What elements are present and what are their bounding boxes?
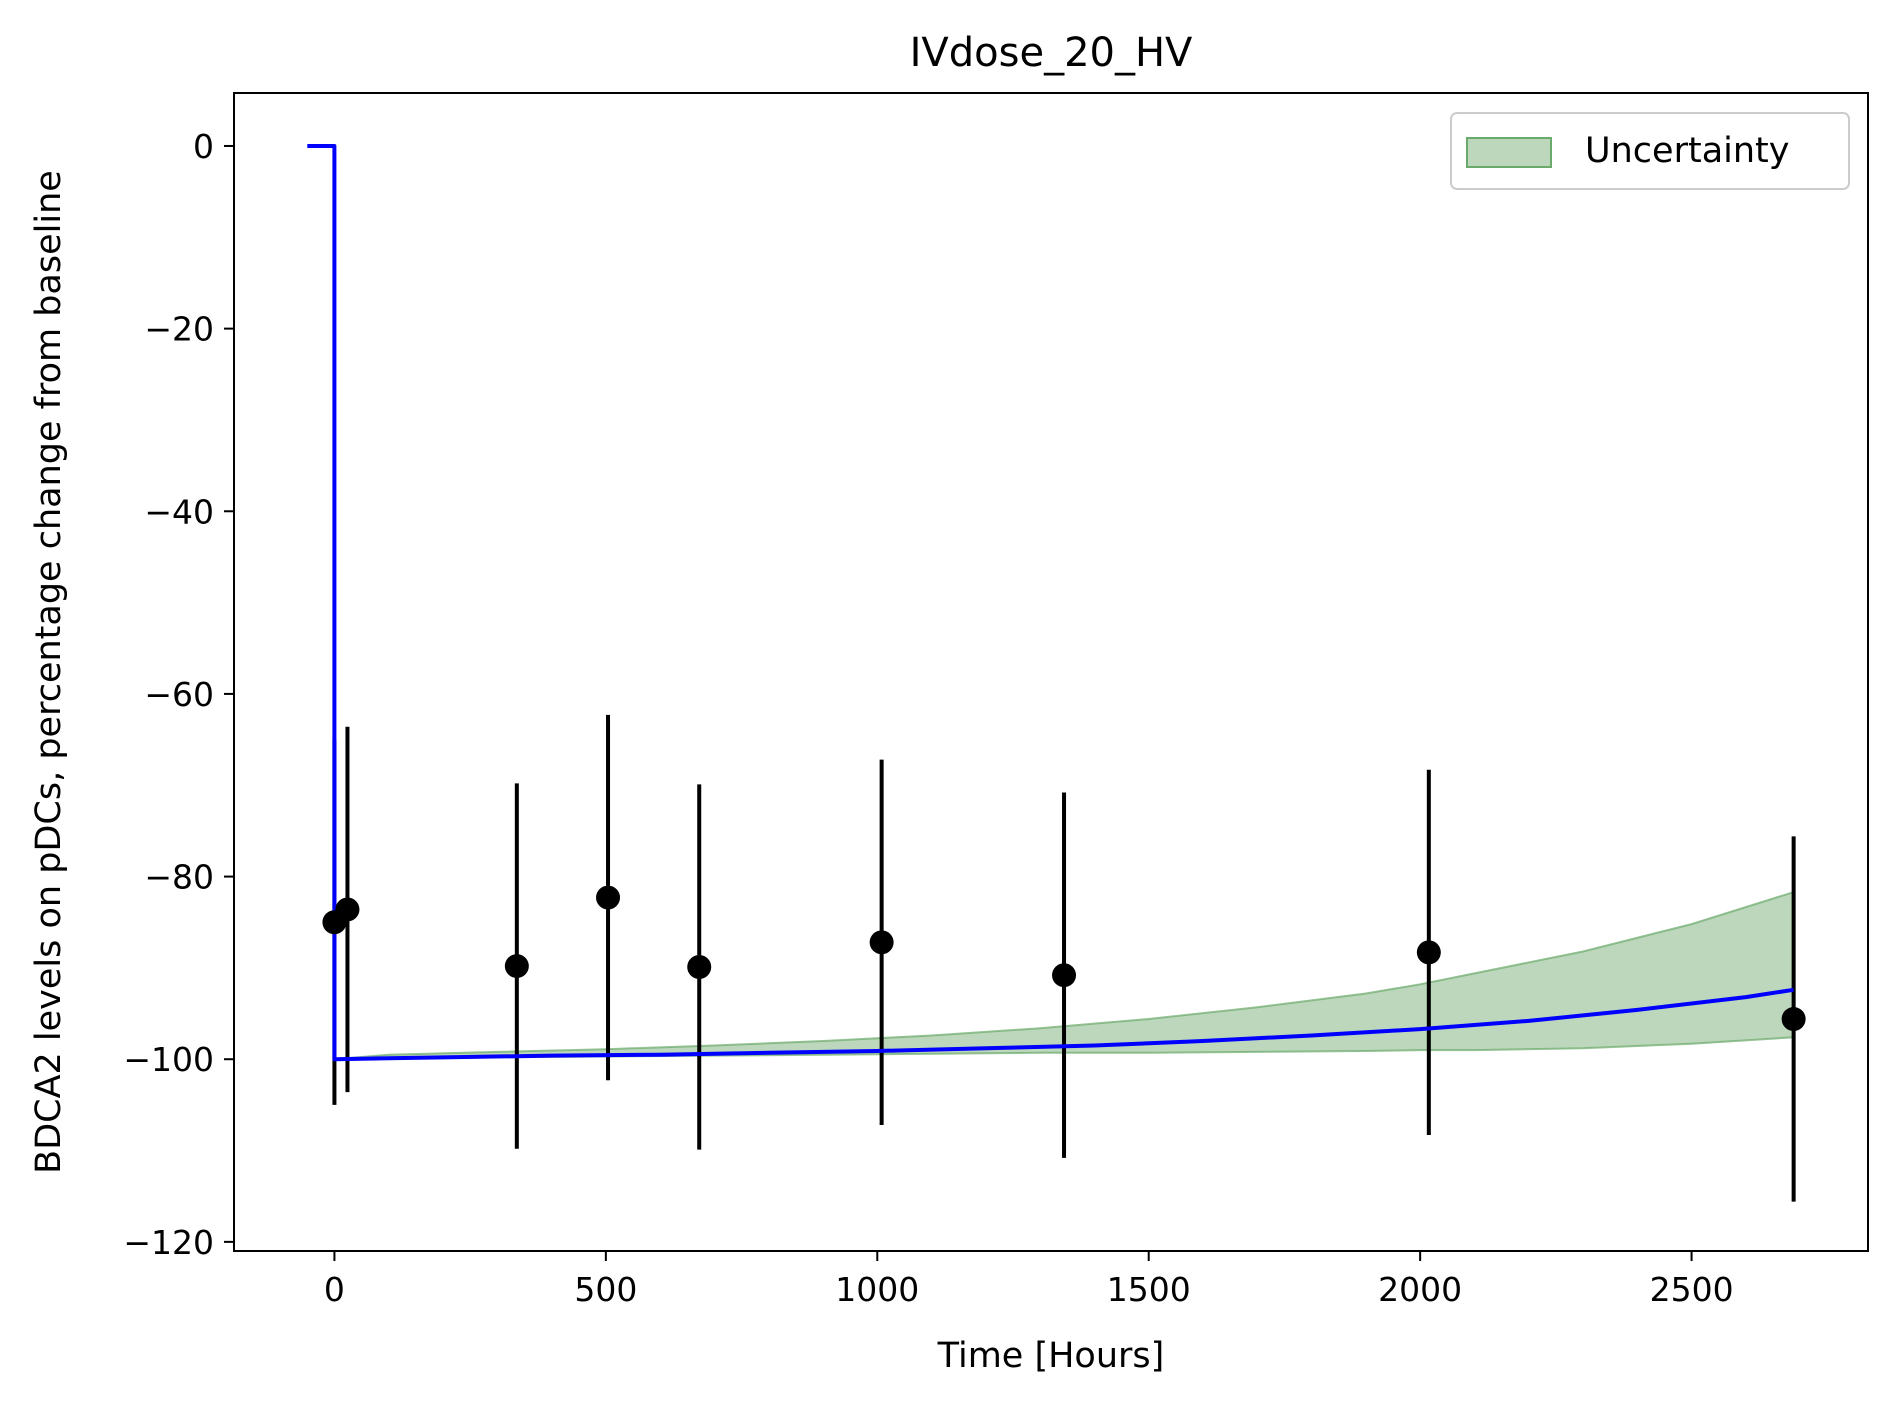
x-tick-label-0: 0 [324, 1270, 345, 1309]
legend-label-uncertainty: Uncertainty [1585, 131, 1789, 171]
observed-point-5 [869, 930, 894, 955]
x-axis-label: Time [Hours] [937, 1336, 1165, 1376]
y-tick-label-4: −80 [144, 858, 214, 897]
y-tick-label-1: −20 [144, 310, 214, 349]
chart-title: IVdose_20_HV [910, 30, 1193, 76]
x-tick-label-2: 1000 [835, 1270, 919, 1309]
y-tick-label-0: 0 [193, 127, 214, 166]
y-tick-label-2: −40 [144, 492, 214, 531]
plot-frame [233, 92, 1869, 1252]
x-tick-label-4: 2000 [1378, 1270, 1462, 1309]
observed-point-6 [1052, 963, 1077, 988]
model-line-layer [307, 144, 1794, 1062]
legend-swatch-uncertainty [1466, 137, 1552, 168]
y-axis-ticks: 0 −20 −40 −60 −80 −100 −120 [123, 127, 234, 1262]
legend-frame [1450, 112, 1850, 190]
observed-point-7 [1416, 940, 1441, 965]
model-prediction-line [307, 144, 1794, 1062]
y-tick-label-3: −60 [144, 675, 214, 714]
observed-point-1 [335, 897, 360, 922]
legend: Uncertainty [1450, 112, 1850, 190]
y-axis-label: BDCA2 levels on pDCs, percentage change … [29, 170, 69, 1174]
observed-point-2 [504, 954, 529, 979]
x-tick-label-5: 2500 [1650, 1270, 1734, 1309]
x-axis-ticks: 0 500 1000 1500 2000 2500 [324, 1251, 1734, 1309]
y-tick-label-5: −100 [123, 1040, 214, 1079]
observed-point-3 [596, 885, 621, 910]
x-tick-label-1: 500 [574, 1270, 637, 1309]
observed-point-layer [322, 885, 1806, 1032]
observed-point-8 [1781, 1007, 1806, 1032]
observed-point-4 [687, 954, 712, 979]
x-tick-label-3: 1500 [1107, 1270, 1191, 1309]
y-tick-label-6: −120 [123, 1223, 214, 1262]
